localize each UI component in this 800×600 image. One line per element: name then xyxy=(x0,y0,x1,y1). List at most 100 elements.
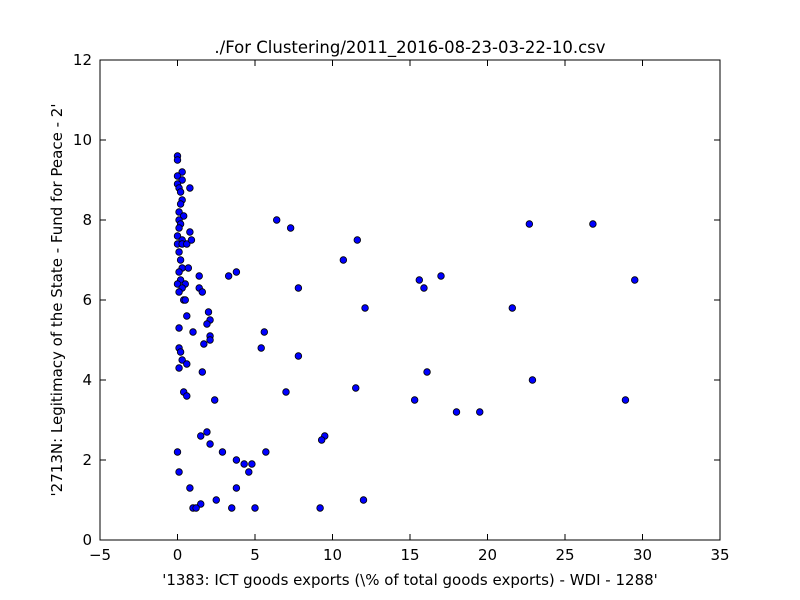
data-point xyxy=(186,184,194,192)
data-point xyxy=(528,376,537,384)
data-point xyxy=(176,256,185,264)
data-point xyxy=(175,288,183,296)
data-point xyxy=(197,432,205,440)
y-tick-label: 0 xyxy=(82,531,92,549)
x-tick-label: 30 xyxy=(633,546,652,564)
data-point xyxy=(173,448,182,456)
x-tick-label: −5 xyxy=(89,546,111,564)
data-point xyxy=(176,188,185,196)
data-point xyxy=(240,460,248,468)
data-point xyxy=(294,352,303,360)
data-point xyxy=(173,280,182,288)
data-point xyxy=(206,440,214,448)
data-point xyxy=(260,328,268,336)
data-point xyxy=(178,176,186,184)
data-point xyxy=(423,368,431,376)
data-point xyxy=(212,496,220,504)
data-point xyxy=(175,224,183,232)
data-point xyxy=(175,208,183,216)
x-tick-label: 10 xyxy=(323,546,342,564)
data-point xyxy=(282,388,290,396)
x-tick-label: 5 xyxy=(250,546,260,564)
data-point xyxy=(176,200,185,208)
data-point xyxy=(206,336,214,344)
data-point xyxy=(232,268,241,276)
data-point xyxy=(189,328,197,336)
data-point xyxy=(210,396,219,404)
data-point xyxy=(187,236,196,244)
data-point xyxy=(317,436,326,444)
data-point xyxy=(286,224,295,232)
x-tick-label: 0 xyxy=(173,546,183,564)
data-point xyxy=(203,320,211,328)
data-point xyxy=(410,396,419,404)
data-point xyxy=(245,468,253,476)
data-point xyxy=(175,324,183,332)
data-point xyxy=(359,496,368,504)
data-point xyxy=(437,272,445,280)
data-point xyxy=(339,256,348,264)
data-point xyxy=(176,348,185,356)
data-point xyxy=(175,364,183,372)
data-point xyxy=(420,284,428,292)
data-point xyxy=(508,304,516,312)
data-point xyxy=(316,504,324,512)
data-point xyxy=(183,360,191,368)
x-tick-label: 25 xyxy=(555,546,574,564)
data-point xyxy=(184,264,193,272)
data-point xyxy=(273,216,281,224)
data-point xyxy=(178,356,186,364)
data-point xyxy=(218,448,227,456)
y-axis-label: '2713N: Legitimacy of the State - Fund f… xyxy=(48,104,66,497)
data-point xyxy=(415,276,423,284)
x-tick-label: 20 xyxy=(478,546,497,564)
points-layer xyxy=(173,152,639,512)
data-point xyxy=(294,284,303,292)
x-tick-label: 35 xyxy=(710,546,729,564)
data-point xyxy=(192,504,200,512)
data-point xyxy=(621,396,630,404)
data-point xyxy=(179,212,188,220)
data-point xyxy=(352,384,360,392)
data-point xyxy=(353,236,361,244)
x-tick-label: 15 xyxy=(400,546,419,564)
data-point xyxy=(224,272,233,280)
data-point xyxy=(257,344,265,352)
data-point xyxy=(262,448,270,456)
data-point xyxy=(476,408,484,416)
data-point xyxy=(173,156,182,164)
y-tick-label: 2 xyxy=(82,451,92,469)
y-tick-label: 10 xyxy=(73,131,92,149)
data-point xyxy=(178,168,186,176)
data-point xyxy=(361,304,369,312)
data-point xyxy=(631,276,639,284)
data-point xyxy=(183,240,191,248)
x-axis-label: '1383: ICT goods exports (\% of total go… xyxy=(162,571,658,589)
data-point xyxy=(181,296,189,304)
chart-title: ./For Clustering/2011_2016-08-23-03-22-1… xyxy=(214,38,605,58)
data-point xyxy=(452,408,461,416)
data-point xyxy=(175,248,183,256)
y-tick-label: 4 xyxy=(82,371,92,389)
data-point xyxy=(525,220,534,228)
data-point xyxy=(197,500,205,508)
data-point xyxy=(198,368,206,376)
data-point xyxy=(248,460,256,468)
data-point xyxy=(198,288,206,296)
data-point xyxy=(195,272,203,280)
data-point xyxy=(186,228,194,236)
data-point xyxy=(200,340,208,348)
y-tick-label: 12 xyxy=(73,51,92,69)
data-point xyxy=(186,484,194,492)
data-point xyxy=(589,220,597,228)
data-point xyxy=(203,428,211,436)
y-tick-label: 6 xyxy=(82,291,92,309)
data-point xyxy=(173,232,182,240)
data-point xyxy=(232,456,241,464)
data-point xyxy=(228,504,236,512)
data-point xyxy=(251,504,259,512)
data-point xyxy=(183,392,191,400)
